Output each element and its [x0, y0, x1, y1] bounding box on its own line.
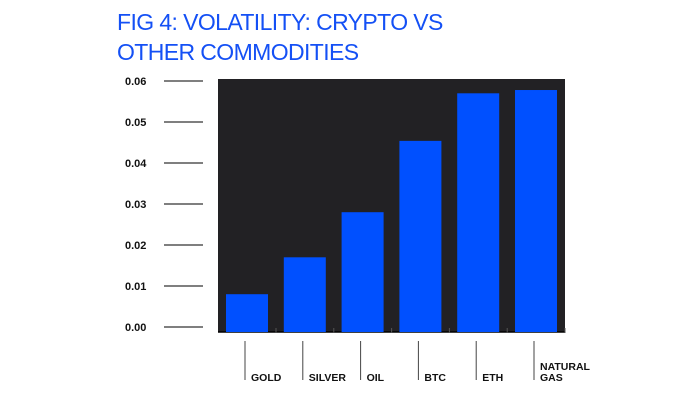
y-tick-label: 0.05 [125, 117, 146, 129]
bar-eth [457, 93, 500, 332]
y-tick-label: 0.06 [125, 76, 146, 88]
y-tick-label: 0.00 [125, 322, 146, 334]
x-category-label: BTC [424, 372, 446, 384]
bar-natural-gas [515, 90, 557, 333]
bar-silver [283, 257, 326, 332]
x-category-label: SILVER [309, 372, 347, 384]
x-category-label: GOLD [251, 372, 282, 384]
plot-background [218, 79, 565, 332]
chart-title-line-1: FIG 4: VOLATILITY: CRYPTO VS [117, 9, 443, 35]
y-tick-label: 0.04 [125, 158, 147, 170]
chart-title: FIG 4: VOLATILITY: CRYPTO VS OTHER COMMO… [117, 7, 443, 67]
chart-title-line-2: OTHER COMMODITIES [117, 39, 359, 65]
y-tick-label: 0.02 [125, 240, 146, 252]
x-category-label: GAS [540, 372, 563, 384]
x-category-label: OIL [367, 372, 385, 384]
x-category-label: ETH [482, 372, 503, 384]
bar-gold [226, 294, 268, 332]
y-tick-label: 0.01 [125, 281, 146, 293]
bar-oil [341, 212, 384, 332]
x-category-label: NATURAL [540, 361, 591, 373]
y-tick-label: 0.03 [125, 199, 146, 211]
bar-btc [399, 140, 442, 332]
